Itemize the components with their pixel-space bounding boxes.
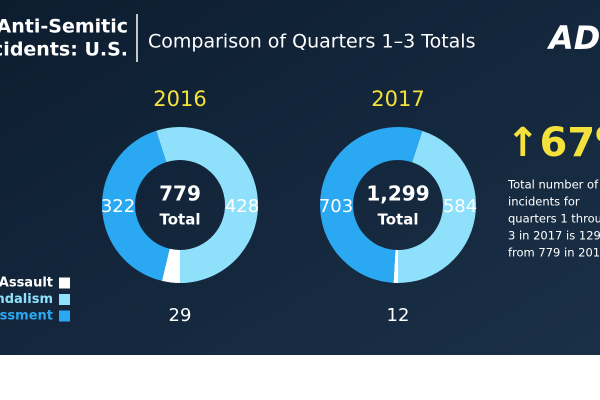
- total-value: 779: [159, 182, 201, 206]
- year-label: 2016: [153, 87, 206, 111]
- value-label: 29: [169, 305, 192, 326]
- donut-slice: [320, 127, 423, 283]
- donut-slice: [156, 126, 258, 283]
- value-label: 12: [387, 305, 410, 326]
- legend-swatch: [59, 277, 70, 289]
- value-label: 703: [319, 196, 353, 217]
- donut-slice: [161, 248, 180, 283]
- year-label: 2017: [371, 87, 424, 111]
- donut-slice: [393, 249, 398, 283]
- legend-swatch: [59, 310, 70, 322]
- value-label: 584: [443, 196, 477, 217]
- callout-line: 3 in 2017 is 1299, up: [508, 229, 600, 243]
- total-value: 1,299: [366, 182, 429, 206]
- donut-slice: [398, 130, 476, 283]
- total-label: Total: [378, 211, 419, 229]
- legend-label: Harassment: [0, 309, 53, 324]
- callout-line: Total number of: [507, 178, 599, 192]
- callout-line: from 779 in 2016.: [508, 246, 600, 260]
- subtitle: Comparison of Quarters 1–3 Totals: [148, 31, 475, 53]
- total-label: Total: [160, 211, 201, 229]
- title-line: Incidents: U.S.: [0, 39, 128, 61]
- donut-slice: [102, 130, 170, 281]
- callout-line: quarters 1 through: [508, 212, 600, 226]
- callout-headline: ↑67%: [506, 120, 600, 166]
- title-line: Anti-Semitic: [0, 16, 128, 38]
- value-label: 428: [225, 196, 259, 217]
- value-label: 322: [101, 196, 135, 217]
- legend-swatch: [59, 294, 70, 305]
- logo: ADL: [546, 19, 600, 57]
- background: [0, 0, 600, 355]
- legend-label: Assault: [0, 276, 53, 291]
- callout-line: incidents for: [508, 195, 580, 209]
- legend-label: Vandalism: [0, 292, 53, 307]
